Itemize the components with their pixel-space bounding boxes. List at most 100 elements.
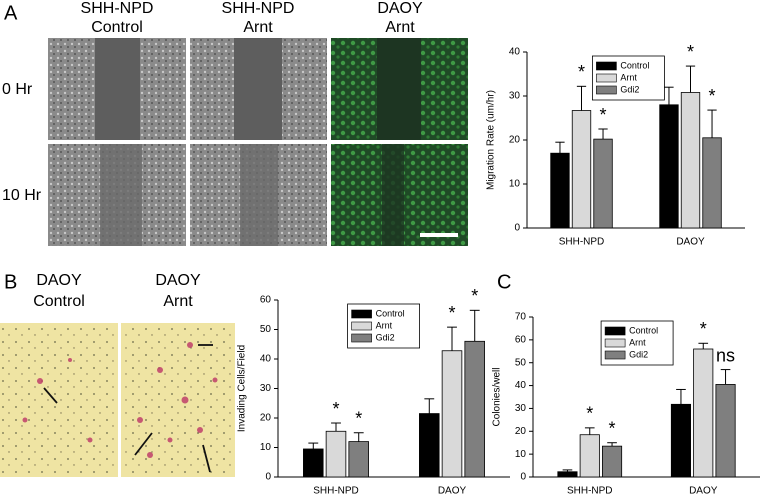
- column-label: Arnt: [385, 19, 415, 36]
- error-bar: [555, 141, 565, 154]
- legend-swatch: [596, 85, 617, 95]
- x-tick-label: DAOY: [438, 486, 467, 497]
- y-tick-label: 0: [520, 472, 526, 483]
- column-label: SHH-NPD: [81, 0, 154, 17]
- error-bar: [685, 65, 696, 93]
- bar: [550, 152, 570, 229]
- legend-label: Arnt: [629, 337, 646, 347]
- x-tick-label: SHH-NPD: [559, 237, 605, 248]
- significance-label: *: [609, 418, 616, 438]
- legend-label: Arnt: [620, 72, 637, 82]
- significance-label: ns: [716, 345, 735, 365]
- x-tick-label: DAOY: [676, 237, 705, 248]
- bar: [593, 138, 613, 229]
- y-tick-label: 30: [509, 91, 521, 102]
- error-bar: [720, 369, 731, 385]
- legend-label: Control: [629, 325, 658, 335]
- y-tick-label: 50: [515, 357, 527, 368]
- significance-label: *: [471, 286, 478, 306]
- significance-label: *: [578, 62, 585, 82]
- legend-swatch: [604, 326, 626, 336]
- legend-swatch: [351, 309, 372, 319]
- micrographs-b: [0, 323, 235, 477]
- panel-label: C: [497, 271, 511, 293]
- y-tick-label: 40: [509, 47, 521, 58]
- micrographs-a: [48, 38, 468, 246]
- error-bar: [424, 398, 435, 414]
- column-label: DAOY: [155, 272, 201, 289]
- bar: [680, 92, 701, 229]
- y-tick-label: 10: [260, 442, 272, 453]
- significance-label: *: [709, 86, 716, 106]
- bar: [303, 448, 324, 478]
- y-axis-label: Invading Cells/Field: [237, 345, 248, 432]
- column-label: Arnt: [243, 19, 273, 36]
- error-bar: [664, 86, 674, 105]
- legend-label: Gdi2: [376, 332, 395, 342]
- column-label: Control: [33, 293, 85, 310]
- x-tick-label: SHH-NPD: [567, 486, 613, 497]
- y-tick-label: 20: [509, 135, 521, 146]
- error-bar: [562, 469, 573, 472]
- column-label: Control: [91, 19, 143, 36]
- y-axis-label: Colonies/well: [492, 368, 503, 427]
- y-tick-label: 20: [260, 413, 272, 424]
- significance-label: *: [448, 303, 455, 323]
- y-tick-label: 10: [509, 179, 521, 190]
- panel-label: A: [4, 2, 18, 24]
- error-bar: [331, 422, 341, 432]
- y-tick-label: 60: [260, 295, 272, 306]
- legend-swatch: [604, 350, 626, 360]
- error-bar: [576, 85, 587, 111]
- legend-label: Gdi2: [629, 349, 648, 359]
- column-label: DAOY: [377, 0, 423, 17]
- bar: [579, 434, 600, 478]
- y-tick-label: 60: [515, 334, 527, 345]
- bar: [325, 430, 347, 478]
- error-bar: [698, 342, 709, 349]
- y-tick-label: 30: [515, 403, 527, 414]
- column-label: SHH-NPD: [222, 0, 295, 17]
- bar: [659, 104, 679, 229]
- significance-label: *: [355, 409, 362, 429]
- significance-label: *: [600, 105, 607, 125]
- bar: [441, 350, 463, 478]
- panel-label: B: [4, 271, 17, 293]
- bar: [348, 441, 369, 478]
- error-bar: [676, 388, 686, 405]
- row-label: 0 Hr: [2, 81, 33, 98]
- legend-label: Control: [376, 308, 405, 318]
- legend-label: Arnt: [376, 320, 393, 330]
- error-bar: [707, 109, 717, 138]
- significance-label: *: [700, 319, 707, 339]
- y-tick-label: 0: [514, 223, 520, 234]
- legend-label: Control: [620, 60, 649, 70]
- bar: [693, 348, 714, 478]
- y-tick-label: 10: [515, 449, 527, 460]
- column-label: Arnt: [163, 293, 193, 310]
- y-tick-label: 50: [260, 324, 272, 335]
- bar: [715, 384, 736, 478]
- significance-label: *: [586, 404, 593, 424]
- y-tick-label: 20: [515, 426, 527, 437]
- legend-swatch: [604, 338, 626, 348]
- error-bar: [607, 442, 617, 447]
- legend-swatch: [596, 61, 617, 71]
- y-axis-label: Migration Rate (um/hr): [486, 90, 497, 190]
- error-bar: [598, 128, 608, 140]
- bar: [702, 137, 722, 229]
- error-bar: [469, 309, 480, 342]
- legend-swatch: [351, 333, 372, 343]
- error-bar: [308, 442, 319, 449]
- significance-label: *: [332, 399, 339, 419]
- legend-label: Gdi2: [620, 84, 639, 94]
- error-bar: [584, 427, 595, 435]
- legend-swatch: [596, 73, 617, 83]
- x-tick-label: SHH-NPD: [313, 486, 359, 497]
- y-tick-label: 40: [515, 380, 527, 391]
- error-bar: [353, 432, 364, 442]
- bar: [419, 413, 440, 478]
- column-label: DAOY: [36, 272, 82, 289]
- significance-label: *: [687, 42, 694, 62]
